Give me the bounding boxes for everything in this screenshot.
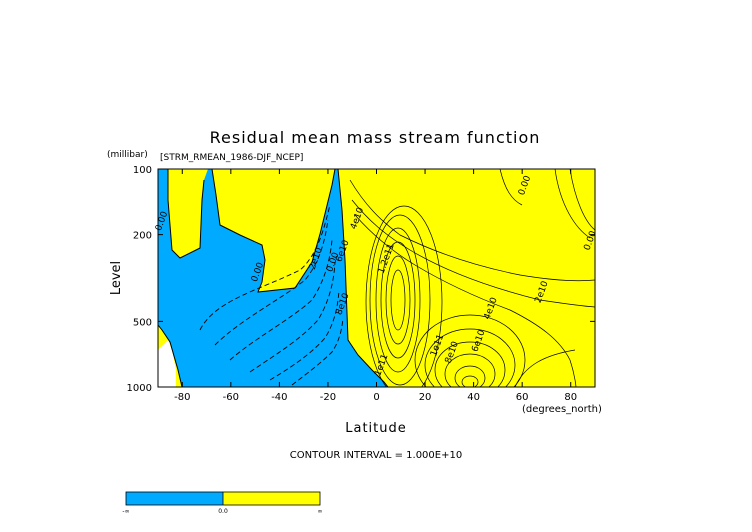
x-tick-label: -40 bbox=[271, 392, 287, 403]
y-axis-units: (millibar) bbox=[107, 150, 148, 160]
x-tick-label: -20 bbox=[320, 392, 336, 403]
x-tick-label: 0 bbox=[373, 392, 379, 403]
colorbar-label-max: ∞ bbox=[318, 508, 323, 515]
y-axis-label: Level bbox=[109, 261, 124, 295]
y-tick-label: 500 bbox=[133, 317, 152, 328]
x-tick-label: -80 bbox=[174, 392, 190, 403]
y-tick-label: 200 bbox=[133, 231, 152, 242]
x-tick-label: 40 bbox=[467, 392, 480, 403]
y-axis: 100 200 500 1000 bbox=[127, 165, 595, 394]
colorbar-negative-swatch bbox=[126, 492, 223, 505]
colorbar: -∞ 0.0 ∞ bbox=[122, 491, 323, 515]
x-axis: -80 -60 -40 -20 0 20 40 60 80 bbox=[174, 169, 577, 403]
missing-data-region bbox=[158, 340, 176, 387]
colorbar-label-zero: 0.0 bbox=[218, 508, 228, 515]
y-tick-label: 100 bbox=[133, 165, 152, 176]
chart-subtitle: [STRM_RMEAN_1986-DJF_NCEP] bbox=[160, 153, 303, 163]
chart-title: Residual mean mass stream function bbox=[210, 128, 541, 147]
negative-region bbox=[158, 169, 388, 387]
y-tick-label: 1000 bbox=[127, 383, 152, 394]
x-tick-label: -60 bbox=[223, 392, 239, 403]
colorbar-label-min: -∞ bbox=[122, 508, 129, 515]
colorbar-positive-swatch bbox=[223, 492, 320, 505]
x-axis-units: (degrees_north) bbox=[522, 404, 602, 415]
x-tick-label: 60 bbox=[516, 392, 529, 403]
contour-interval-note: CONTOUR INTERVAL = 1.000E+10 bbox=[290, 450, 462, 461]
x-tick-label: 20 bbox=[419, 392, 432, 403]
x-tick-label: 80 bbox=[564, 392, 577, 403]
x-axis-label: Latitude bbox=[345, 421, 407, 436]
